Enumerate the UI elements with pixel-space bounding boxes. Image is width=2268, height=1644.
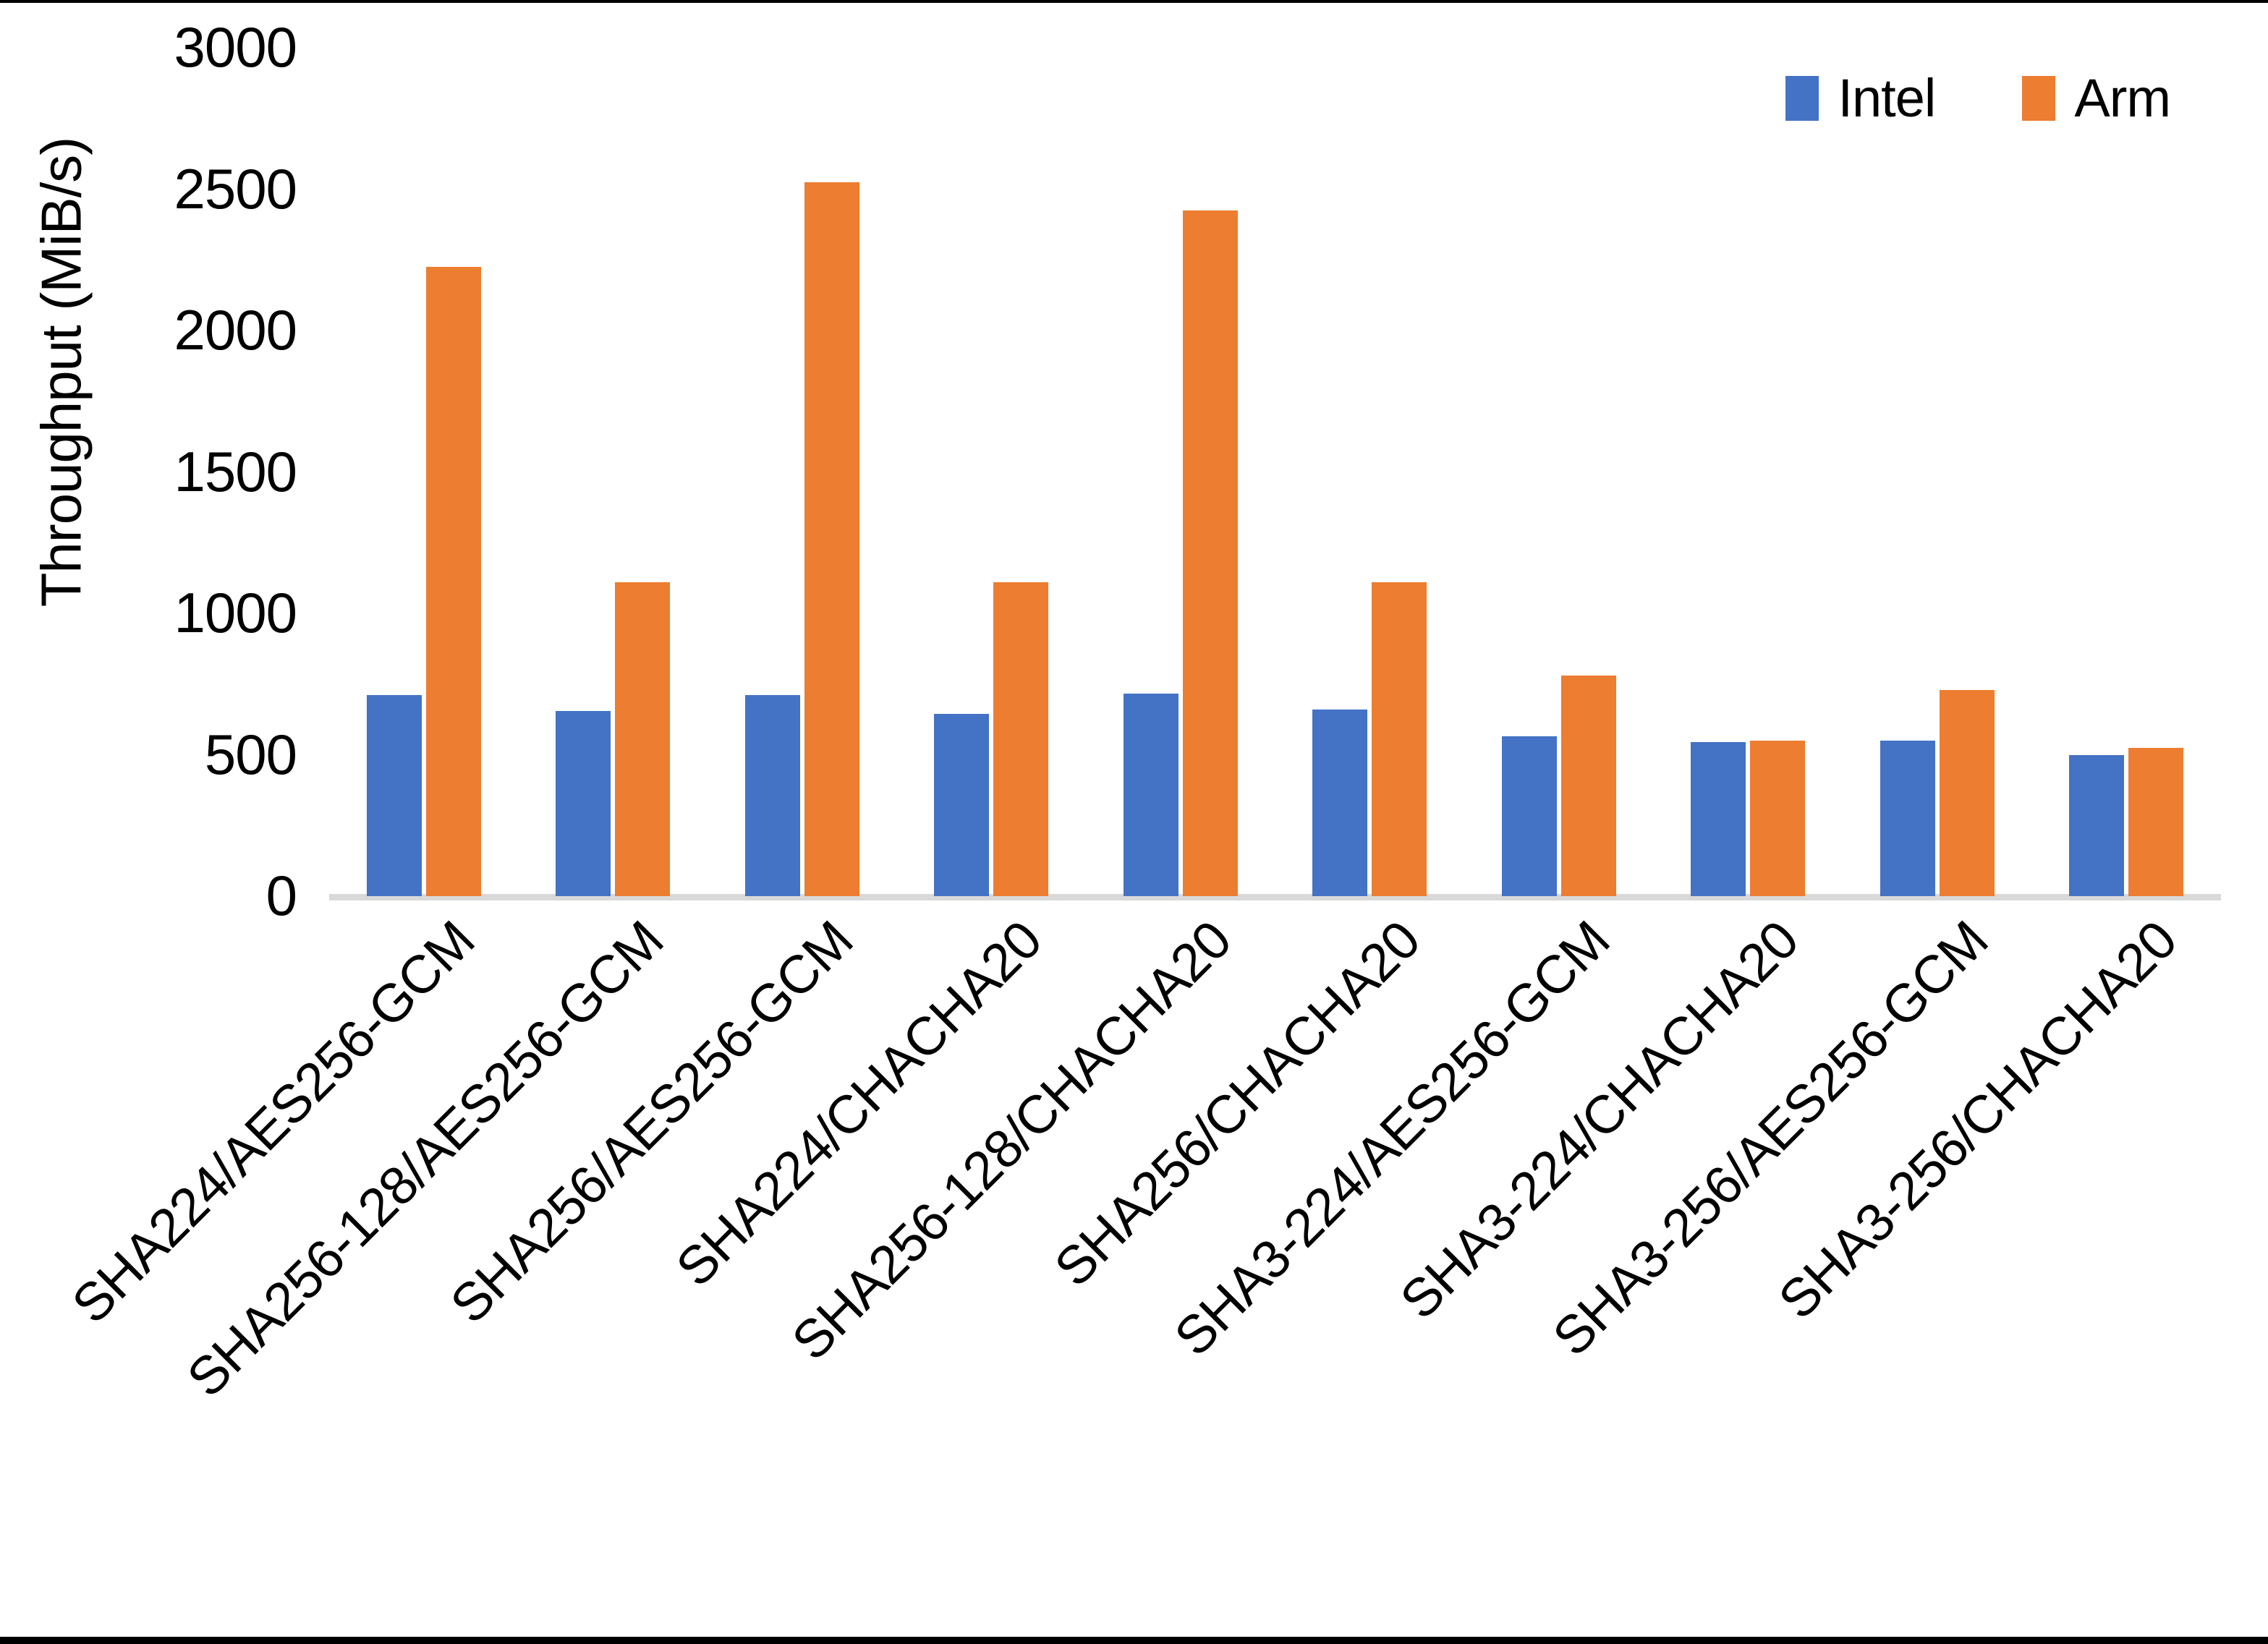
y-tick-0: 0 [266, 864, 297, 927]
bar-group [329, 48, 519, 896]
bar-intel[interactable] [2069, 754, 2125, 896]
bar-arm[interactable] [2128, 747, 2184, 896]
bar-intel[interactable] [934, 713, 990, 896]
y-tick-3000: 3000 [174, 15, 297, 79]
bar-group [519, 48, 708, 896]
bar-group [1464, 48, 1654, 896]
chart-legend: Intel Arm [1785, 68, 2171, 128]
legend-label-intel: Intel [1838, 68, 1936, 128]
legend-swatch-intel [1785, 76, 1819, 121]
bar-arm[interactable] [993, 582, 1049, 896]
bar-group [1654, 48, 1843, 896]
bar-group [1275, 48, 1465, 896]
bar-intel[interactable] [1123, 694, 1178, 896]
bar-group [1086, 48, 1275, 896]
legend-item-arm[interactable]: Arm [2022, 68, 2171, 128]
legend-item-intel[interactable]: Intel [1785, 68, 1936, 128]
legend-swatch-arm [2022, 76, 2056, 121]
x-axis-baseline [329, 894, 2221, 900]
bar-arm[interactable] [1939, 689, 1995, 896]
bar-group [897, 48, 1087, 896]
bar-intel[interactable] [1691, 741, 1746, 896]
plot-area [329, 48, 2222, 900]
bar-group [1843, 48, 2032, 896]
bar-intel[interactable] [1312, 709, 1368, 896]
y-tick-500: 500 [204, 722, 297, 786]
legend-label-arm: Arm [2074, 68, 2171, 128]
bar-arm[interactable] [1560, 676, 1616, 896]
bar-group [708, 48, 897, 896]
bar-arm[interactable] [1182, 210, 1238, 896]
bar-chart: Intel Arm Throughput (MiB/s) 0 500 1000 150… [0, 3, 2268, 1637]
bar-intel[interactable] [744, 695, 800, 896]
bar-arm[interactable] [425, 267, 481, 896]
bar-arm[interactable] [1750, 740, 1806, 896]
bar-arm[interactable] [804, 182, 859, 896]
y-tick-1500: 1500 [174, 439, 297, 503]
y-tick-2000: 2000 [174, 298, 297, 362]
bar-group [2032, 48, 2222, 896]
bar-arm[interactable] [1372, 582, 1427, 896]
bar-intel[interactable] [366, 695, 422, 896]
bar-intel[interactable] [556, 710, 611, 896]
y-tick-1000: 1000 [174, 581, 297, 644]
y-tick-2500: 2500 [174, 156, 297, 221]
bar-arm[interactable] [615, 582, 671, 896]
bar-intel[interactable] [1501, 736, 1557, 896]
bar-intel[interactable] [1880, 740, 1935, 896]
